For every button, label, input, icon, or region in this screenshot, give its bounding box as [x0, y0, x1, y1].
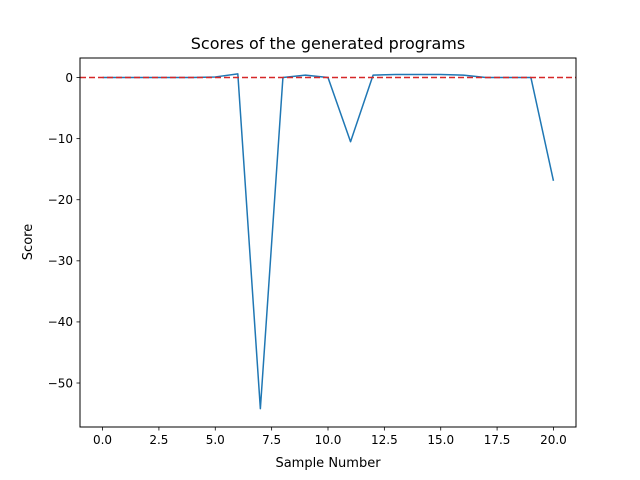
x-axis: 0.0 2.5 5.0 7.5 10.0 12.5 15.0 17.5 20.0	[93, 427, 567, 447]
y-axis-label: Score	[21, 224, 36, 260]
x-tick-label: 12.5	[371, 433, 398, 447]
y-axis: 0 −10 −20 −30 −40 −50	[48, 71, 80, 390]
plot-frame	[79, 57, 577, 428]
series-line-0	[102, 73, 555, 410]
x-tick-label: 5.0	[206, 433, 225, 447]
chart-title: Scores of the generated programs	[191, 34, 465, 53]
x-tick-label: 10.0	[315, 433, 342, 447]
x-tick-label: 2.5	[149, 433, 168, 447]
x-tick-label: 0.0	[93, 433, 112, 447]
y-tick-label: −30	[48, 254, 73, 268]
x-tick-label: 15.0	[427, 433, 454, 447]
y-tick-label: −20	[48, 193, 73, 207]
y-tick-label: −40	[48, 315, 73, 329]
plot-area	[80, 73, 576, 410]
x-tick-label: 7.5	[262, 433, 281, 447]
y-tick-label: −50	[48, 376, 73, 390]
x-axis-label: Sample Number	[275, 456, 381, 471]
y-tick-label: 0	[65, 71, 73, 85]
y-tick-label: −10	[48, 132, 73, 146]
x-tick-label: 20.0	[540, 433, 567, 447]
x-tick-label: 17.5	[484, 433, 511, 447]
